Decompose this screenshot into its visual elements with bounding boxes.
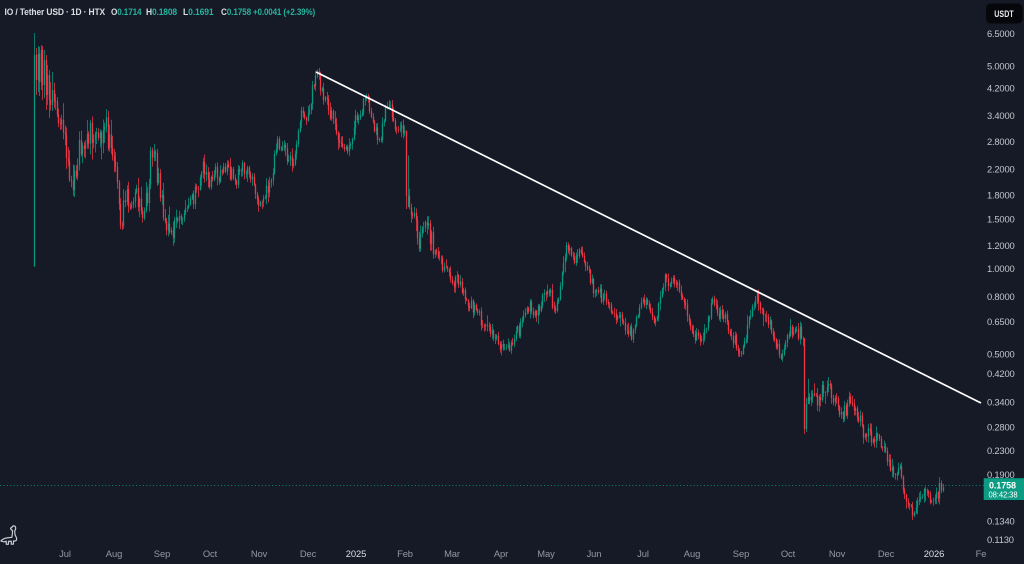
svg-text:0.6500: 0.6500 <box>987 316 1014 327</box>
svg-text:H0.1808: H0.1808 <box>146 7 177 18</box>
svg-text:L0.1691: L0.1691 <box>183 7 214 18</box>
svg-text:0.1340: 0.1340 <box>987 515 1014 526</box>
svg-text:+0.0041 (+2.39%): +0.0041 (+2.39%) <box>253 7 315 18</box>
svg-text:Aug: Aug <box>684 548 700 559</box>
svg-text:Nov: Nov <box>829 548 846 559</box>
svg-text:Dec: Dec <box>878 548 895 559</box>
svg-text:May: May <box>537 548 555 559</box>
svg-text:0.5000: 0.5000 <box>987 348 1014 359</box>
svg-text:Jul: Jul <box>637 548 649 559</box>
svg-text:0.1130: 0.1130 <box>987 534 1014 545</box>
svg-text:Jul: Jul <box>59 548 71 559</box>
svg-text:Oct: Oct <box>781 548 796 559</box>
svg-text:Aug: Aug <box>106 548 122 559</box>
svg-text:2.8000: 2.8000 <box>987 136 1014 147</box>
svg-text:1.5000: 1.5000 <box>987 213 1014 224</box>
svg-text:0.1758: 0.1758 <box>989 480 1016 490</box>
svg-text:Jun: Jun <box>587 548 602 559</box>
svg-text:USDT: USDT <box>994 9 1014 19</box>
svg-text:0.1900: 0.1900 <box>987 469 1014 480</box>
svg-text:0.2300: 0.2300 <box>987 445 1014 456</box>
svg-text:0.3400: 0.3400 <box>987 396 1014 407</box>
svg-text:5.0000: 5.0000 <box>987 61 1014 72</box>
svg-text:1.0000: 1.0000 <box>987 263 1014 274</box>
svg-text:2026: 2026 <box>924 548 944 559</box>
svg-text:1.2000: 1.2000 <box>987 240 1014 251</box>
svg-text:08:42:38: 08:42:38 <box>989 490 1019 499</box>
svg-text:Sep: Sep <box>733 548 749 559</box>
svg-text:1.8000: 1.8000 <box>987 190 1014 201</box>
svg-text:6.5000: 6.5000 <box>987 28 1014 39</box>
svg-text:Apr: Apr <box>494 548 508 559</box>
svg-text:C0.1758: C0.1758 <box>221 7 251 18</box>
svg-text:0.4200: 0.4200 <box>987 368 1014 379</box>
svg-text:Oct: Oct <box>203 548 218 559</box>
svg-text:2025: 2025 <box>346 548 366 559</box>
svg-text:3.4000: 3.4000 <box>987 110 1014 121</box>
svg-text:Nov: Nov <box>251 548 268 559</box>
svg-text:0.2800: 0.2800 <box>987 421 1014 432</box>
svg-text:Feb: Feb <box>397 548 413 559</box>
svg-text:4.2000: 4.2000 <box>987 82 1014 93</box>
svg-text:2.2000: 2.2000 <box>987 164 1014 175</box>
svg-text:Fe: Fe <box>976 548 987 559</box>
svg-text:O0.1714: O0.1714 <box>111 7 142 18</box>
svg-text:IO / Tether USD · 1D · HTX: IO / Tether USD · 1D · HTX <box>5 7 106 18</box>
svg-text:0.8000: 0.8000 <box>987 291 1014 302</box>
svg-text:Sep: Sep <box>154 548 170 559</box>
svg-text:Mar: Mar <box>444 548 460 559</box>
svg-text:Dec: Dec <box>300 548 317 559</box>
